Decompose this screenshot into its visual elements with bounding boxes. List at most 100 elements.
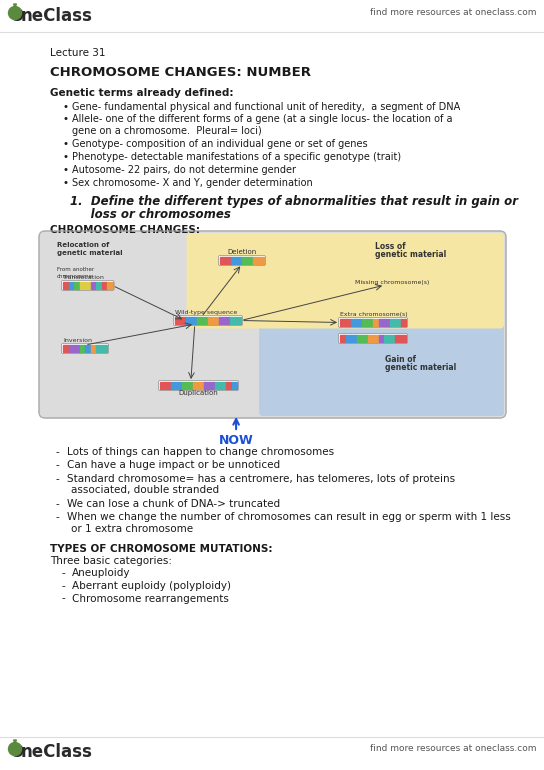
Bar <box>181 317 186 324</box>
Text: Wild-type sequence: Wild-type sequence <box>175 310 237 315</box>
FancyBboxPatch shape <box>259 303 504 416</box>
Bar <box>390 335 395 342</box>
Text: -: - <box>62 581 66 591</box>
Bar <box>258 257 264 264</box>
FancyBboxPatch shape <box>158 380 238 390</box>
Text: •: • <box>62 152 68 162</box>
Bar <box>362 335 368 342</box>
Bar <box>193 382 199 389</box>
Text: Duplication: Duplication <box>178 390 218 396</box>
Text: neClass: neClass <box>21 7 93 25</box>
Bar <box>69 345 74 352</box>
Bar <box>400 335 406 342</box>
Bar <box>74 282 79 289</box>
Text: Standard chromosome= has a centromere, has telomeres, lots of proteins: Standard chromosome= has a centromere, h… <box>67 474 455 484</box>
Bar <box>384 319 390 326</box>
Text: NOW: NOW <box>219 434 254 447</box>
Text: -: - <box>55 513 59 523</box>
Text: -: - <box>62 568 66 578</box>
Text: Loss of: Loss of <box>375 242 406 251</box>
Text: genetic material: genetic material <box>57 250 122 256</box>
Text: genetic material: genetic material <box>375 250 446 259</box>
Bar <box>395 319 400 326</box>
FancyBboxPatch shape <box>61 280 114 290</box>
Bar <box>373 335 379 342</box>
Bar <box>90 282 96 289</box>
Text: When we change the number of chromosomes can result in egg or sperm with 1 less: When we change the number of chromosomes… <box>67 513 511 523</box>
Bar <box>202 317 208 324</box>
Bar <box>362 319 368 326</box>
Text: We can lose a chunk of DNA-> truncated: We can lose a chunk of DNA-> truncated <box>67 499 280 509</box>
Text: neClass: neClass <box>21 743 93 761</box>
Text: Three basic categories:: Three basic categories: <box>50 556 172 566</box>
Bar <box>340 335 345 342</box>
Text: Genetic terms already defined:: Genetic terms already defined: <box>50 88 233 98</box>
Text: O: O <box>9 7 23 25</box>
Text: TYPES OF CHROMOSOME MUTATIONS:: TYPES OF CHROMOSOME MUTATIONS: <box>50 544 273 554</box>
Bar <box>96 282 102 289</box>
Text: Gain of: Gain of <box>385 355 416 364</box>
Text: -: - <box>62 594 66 604</box>
Text: loss or chromosomes: loss or chromosomes <box>70 208 231 221</box>
Bar <box>345 319 351 326</box>
Text: •: • <box>62 102 68 112</box>
Bar <box>220 382 226 389</box>
Text: Missing chromosome(s): Missing chromosome(s) <box>355 280 429 285</box>
Text: Aneuploidy: Aneuploidy <box>72 568 131 578</box>
Bar <box>395 335 400 342</box>
Bar <box>191 317 197 324</box>
FancyBboxPatch shape <box>338 317 407 327</box>
Bar <box>175 317 181 324</box>
Bar <box>351 335 356 342</box>
Bar <box>165 382 171 389</box>
Polygon shape <box>14 740 16 743</box>
Text: Relocation of: Relocation of <box>57 242 109 248</box>
Text: Phenotype- detectable manifestations of a specific genotype (trait): Phenotype- detectable manifestations of … <box>72 152 401 162</box>
Bar <box>230 317 236 324</box>
Text: chromosome: chromosome <box>57 274 93 279</box>
Bar <box>379 335 384 342</box>
Bar <box>85 282 90 289</box>
Bar <box>384 335 390 342</box>
Bar <box>96 345 102 352</box>
Bar <box>390 319 395 326</box>
Bar <box>351 319 356 326</box>
Bar <box>219 317 225 324</box>
Bar <box>213 317 219 324</box>
Text: or 1 extra chromosome: or 1 extra chromosome <box>71 524 193 534</box>
Text: Translocation: Translocation <box>63 275 105 280</box>
Bar <box>90 345 96 352</box>
Bar <box>356 335 362 342</box>
FancyBboxPatch shape <box>187 233 504 329</box>
Bar <box>63 345 69 352</box>
Text: Autosome- 22 pairs, do not determine gender: Autosome- 22 pairs, do not determine gen… <box>72 165 296 175</box>
Bar <box>356 319 362 326</box>
Bar <box>188 382 193 389</box>
Circle shape <box>9 742 22 755</box>
Circle shape <box>9 6 22 19</box>
Bar <box>368 335 373 342</box>
Bar <box>400 319 406 326</box>
Text: •: • <box>62 115 68 125</box>
Text: Lots of things can happen to change chromosomes: Lots of things can happen to change chro… <box>67 447 334 457</box>
Text: -: - <box>55 499 59 509</box>
Bar <box>197 317 202 324</box>
Bar <box>226 382 232 389</box>
Text: -: - <box>55 460 59 470</box>
Bar <box>253 257 258 264</box>
Bar <box>85 345 90 352</box>
Bar <box>199 382 204 389</box>
Bar <box>215 382 220 389</box>
Text: CHROMOSOME CHANGES: NUMBER: CHROMOSOME CHANGES: NUMBER <box>50 66 311 79</box>
Text: O: O <box>9 743 23 761</box>
Bar <box>69 282 74 289</box>
Bar <box>209 382 215 389</box>
Text: Aberrant euploidy (polyploidy): Aberrant euploidy (polyploidy) <box>72 581 231 591</box>
Text: Lecture 31: Lecture 31 <box>50 48 106 58</box>
Bar <box>379 319 384 326</box>
Bar <box>208 317 213 324</box>
Text: -: - <box>55 447 59 457</box>
Text: Gene- fundamental physical and functional unit of heredity,  a segment of DNA: Gene- fundamental physical and functiona… <box>72 102 460 112</box>
Bar <box>74 345 79 352</box>
Bar <box>242 257 248 264</box>
